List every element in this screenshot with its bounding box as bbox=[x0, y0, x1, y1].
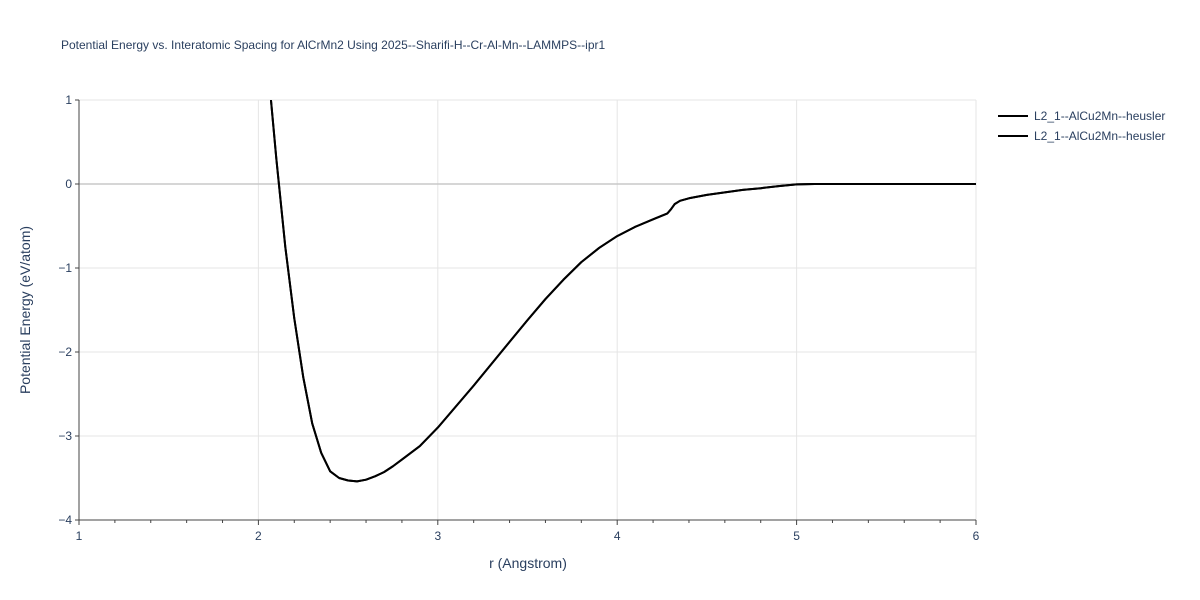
series-line bbox=[269, 100, 976, 483]
y-tick-label: −3 bbox=[58, 429, 72, 443]
x-tick-label: 5 bbox=[793, 529, 800, 543]
legend-item[interactable]: L2_1--AlCu2Mn--heusler bbox=[998, 106, 1165, 126]
legend-label: L2_1--AlCu2Mn--heusler bbox=[1034, 109, 1166, 123]
y-gridlines bbox=[79, 99, 976, 521]
y-tick-label: 0 bbox=[65, 177, 72, 191]
legend-line-swatch bbox=[998, 135, 1028, 137]
y-tick-label: −2 bbox=[58, 345, 72, 359]
series-line bbox=[269, 100, 976, 483]
legend-item[interactable]: L2_1--AlCu2Mn--heusler bbox=[998, 126, 1165, 146]
x-tick-labels: 1 2 3 4 5 6 bbox=[76, 529, 980, 543]
legend-label: L2_1--AlCu2Mn--heusler bbox=[1034, 129, 1166, 143]
x-tick-label: 1 bbox=[76, 529, 83, 543]
y-tick-label: −1 bbox=[58, 261, 72, 275]
x-tick-label: 4 bbox=[614, 529, 621, 543]
chart-title: Potential Energy vs. Interatomic Spacing… bbox=[61, 38, 606, 52]
legend-line-swatch bbox=[998, 115, 1028, 117]
x-tick-label: 3 bbox=[434, 529, 441, 543]
series-layer bbox=[269, 100, 976, 483]
x-tick-label: 6 bbox=[973, 529, 980, 543]
x-axis-title: r (Angstrom) bbox=[489, 555, 567, 571]
x-tick-label: 2 bbox=[255, 529, 262, 543]
axes bbox=[75, 99, 977, 525]
y-axis-title: Potential Energy (eV/atom) bbox=[17, 226, 33, 394]
y-tick-labels: −4 −3 −2 −1 0 1 bbox=[58, 93, 72, 527]
y-tick-label: −4 bbox=[58, 513, 72, 527]
legend: L2_1--AlCu2Mn--heusler L2_1--AlCu2Mn--heu… bbox=[998, 106, 1165, 146]
x-gridlines bbox=[257, 100, 977, 520]
y-tick-label: 1 bbox=[65, 93, 72, 107]
